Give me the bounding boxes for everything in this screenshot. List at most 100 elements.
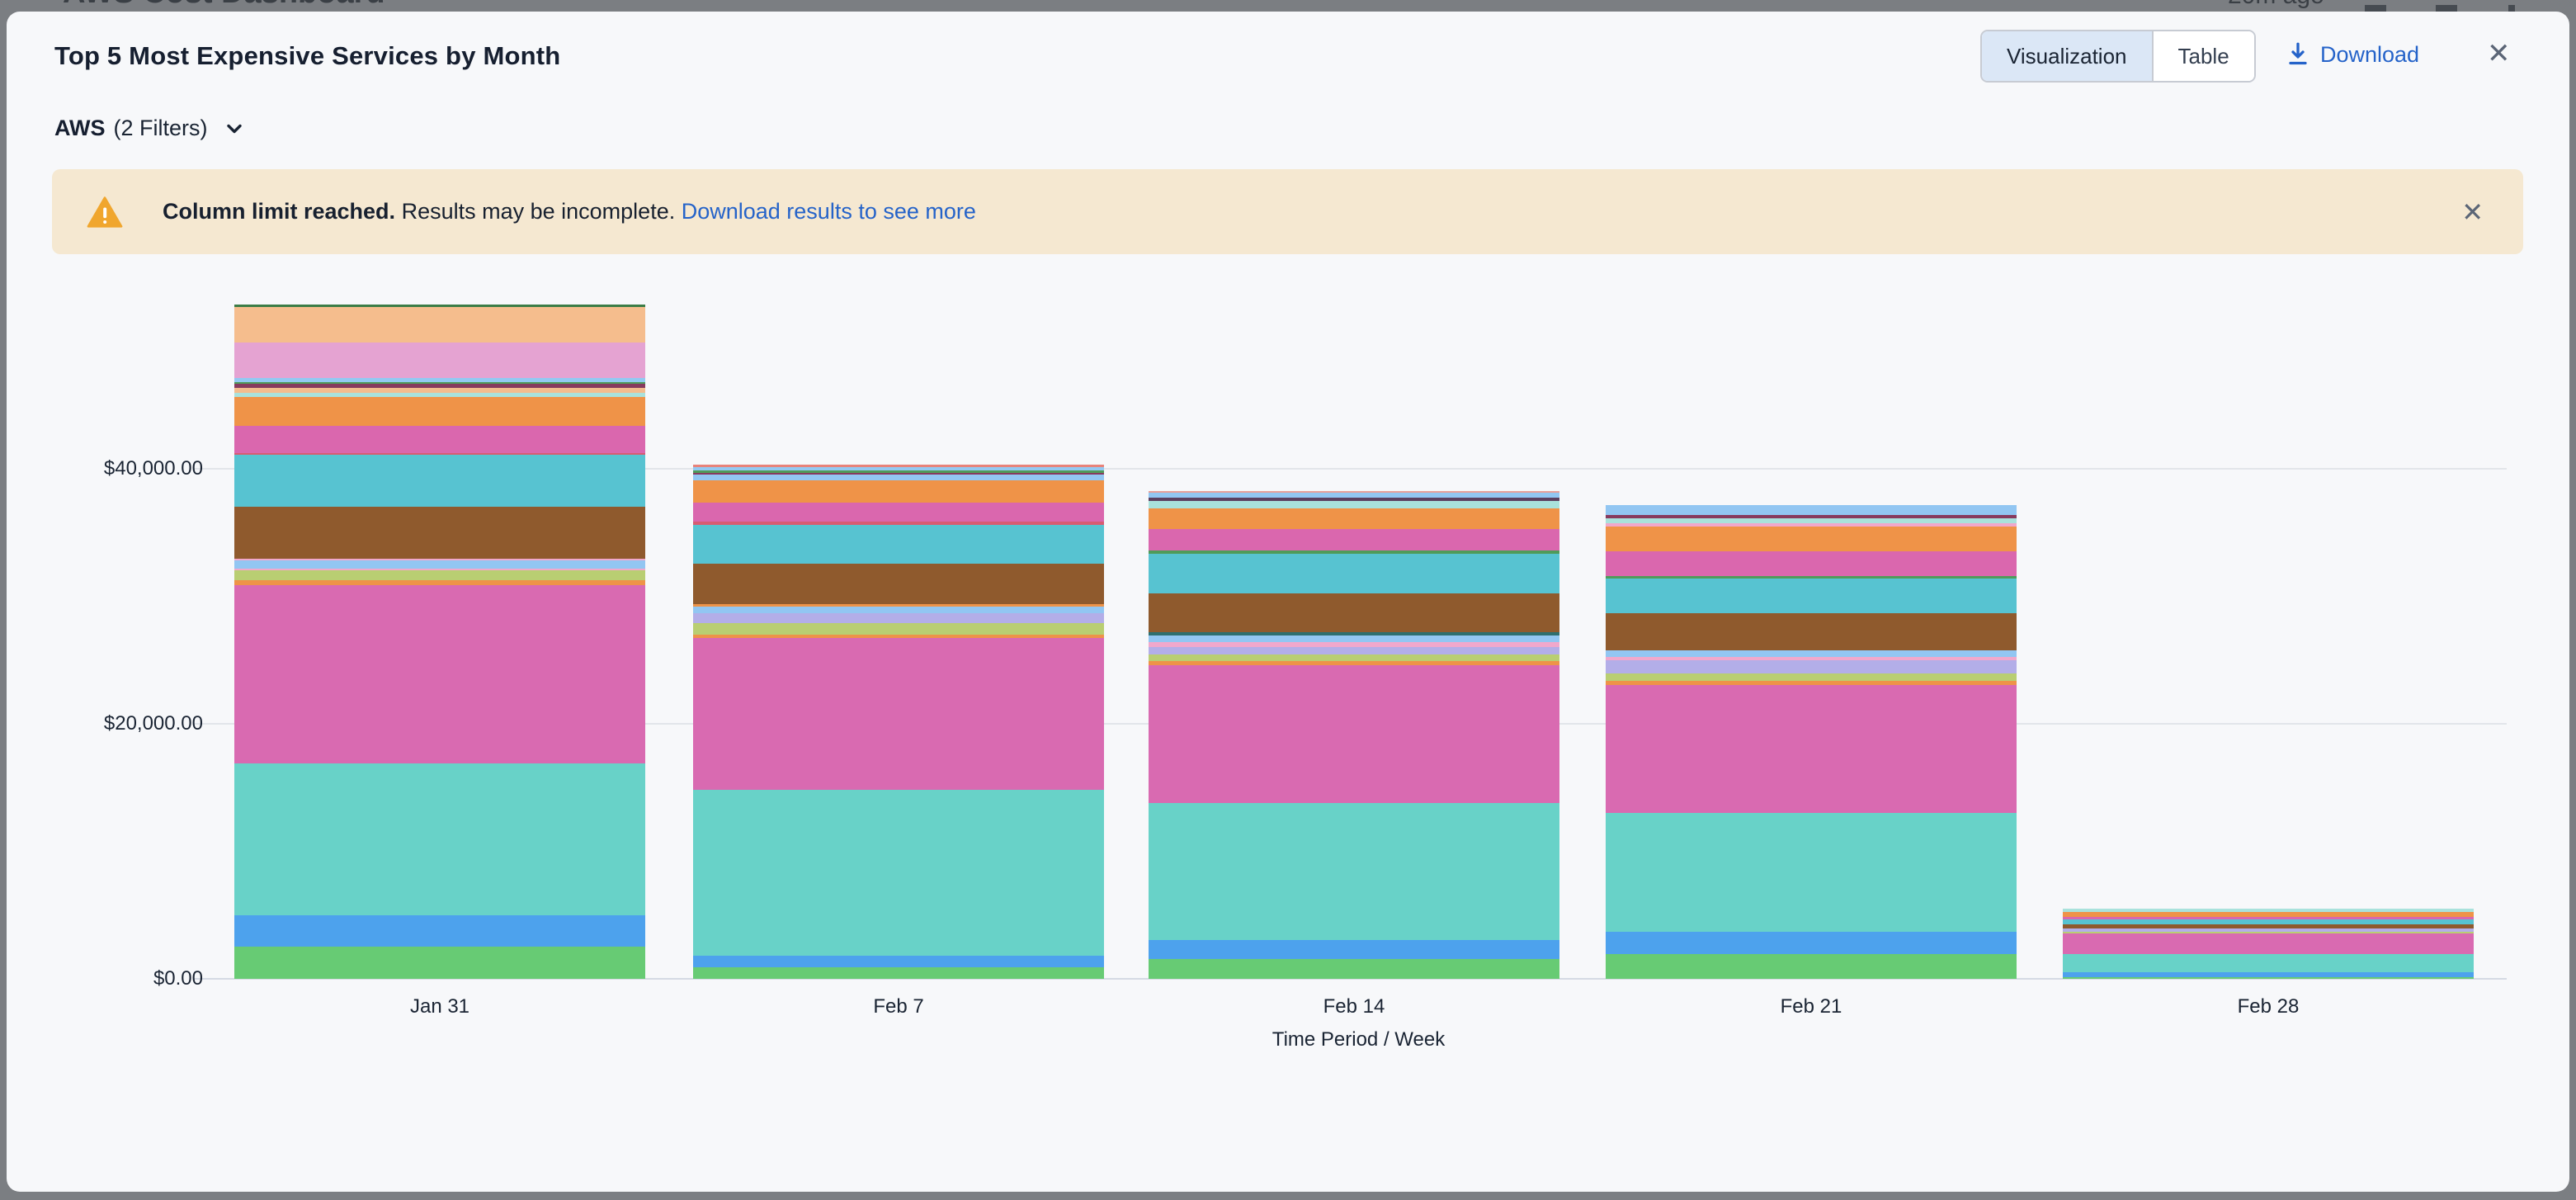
bar-segment[interactable] — [1149, 632, 1559, 636]
stacked-bar-feb-21[interactable] — [1606, 505, 2017, 979]
bar-segment[interactable] — [1149, 940, 1559, 960]
bar-segment[interactable] — [1149, 646, 1559, 654]
bar-segment[interactable] — [234, 378, 645, 383]
close-panel-button[interactable]: ✕ — [2487, 38, 2511, 69]
bar-segment[interactable] — [234, 425, 645, 454]
bar-segment[interactable] — [1606, 656, 2017, 660]
bar-segment[interactable] — [1149, 802, 1559, 941]
bar-segment[interactable] — [1149, 654, 1559, 661]
bar-segment[interactable] — [1149, 554, 1559, 593]
tab-visualization[interactable]: Visualization — [1982, 31, 2152, 81]
bar-segment[interactable] — [234, 382, 645, 385]
bar-segment[interactable] — [234, 580, 645, 586]
bar-segment[interactable] — [693, 612, 1104, 624]
bar-segment[interactable] — [234, 506, 645, 559]
bar-segment[interactable] — [1606, 514, 2017, 518]
bar-segment[interactable] — [2063, 932, 2474, 934]
bar-segment[interactable] — [1606, 612, 2017, 650]
bar-segment[interactable] — [693, 470, 1104, 473]
bar-segment[interactable] — [234, 343, 645, 379]
bar-segment[interactable] — [1149, 491, 1559, 494]
bar-segment[interactable] — [234, 384, 645, 388]
download-button[interactable]: Download — [2286, 41, 2419, 68]
stacked-bar-feb-28[interactable] — [2063, 908, 2474, 979]
bar-segment[interactable] — [693, 638, 1104, 791]
tab-table[interactable]: Table — [2151, 31, 2254, 81]
dismiss-banner-icon[interactable]: ✕ — [2461, 196, 2484, 227]
bar-segment[interactable] — [1606, 659, 2017, 673]
filter-dropdown[interactable]: AWS (2 Filters) — [54, 116, 246, 141]
bar-segment[interactable] — [1606, 954, 2017, 979]
bar-segment[interactable] — [693, 474, 1104, 480]
bar-segment[interactable] — [1606, 812, 2017, 932]
bar-segment[interactable] — [1149, 528, 1559, 551]
bar-segment[interactable] — [234, 570, 645, 581]
bar-segment[interactable] — [234, 306, 645, 343]
bar-segment[interactable] — [693, 472, 1104, 475]
bar-segment[interactable] — [234, 393, 645, 397]
bar-segment[interactable] — [234, 396, 645, 426]
bar-segment[interactable] — [2063, 928, 2474, 933]
bar-segment[interactable] — [693, 966, 1104, 979]
bar-segment[interactable] — [234, 569, 645, 571]
bar-segment[interactable] — [1606, 526, 2017, 552]
bar-segment[interactable] — [1606, 673, 2017, 682]
bar-segment[interactable] — [693, 480, 1104, 503]
bar-segment[interactable] — [1149, 660, 1559, 665]
bar-segment[interactable] — [234, 560, 645, 569]
bar-segment[interactable] — [2063, 911, 2474, 917]
bar-segment[interactable] — [693, 956, 1104, 967]
bar-segment[interactable] — [2063, 916, 2474, 919]
bar-segment[interactable] — [1606, 578, 2017, 613]
bar-segment[interactable] — [1149, 493, 1559, 498]
bar-segment[interactable] — [1149, 497, 1559, 501]
bar-segment[interactable] — [693, 466, 1104, 470]
bar-segment[interactable] — [1606, 650, 2017, 657]
bar-segment[interactable] — [234, 455, 645, 507]
bar-segment[interactable] — [1606, 551, 2017, 577]
bar-segment[interactable] — [1149, 550, 1559, 555]
bar-segment[interactable] — [2063, 924, 2474, 928]
bar-segment[interactable] — [234, 585, 645, 763]
bar-segment[interactable] — [693, 564, 1104, 604]
bar-segment[interactable] — [2063, 933, 2474, 955]
bar-segment[interactable] — [2063, 954, 2474, 972]
bar-segment[interactable] — [693, 606, 1104, 613]
stacked-bar-feb-14[interactable] — [1149, 491, 1559, 979]
bar-segment[interactable] — [693, 790, 1104, 957]
bar-segment[interactable] — [1149, 508, 1559, 529]
bar-segment[interactable] — [2063, 908, 2474, 912]
bar-segment[interactable] — [234, 914, 645, 947]
bar-segment[interactable] — [1606, 522, 2017, 527]
bar-segment[interactable] — [1606, 517, 2017, 523]
bar-segment[interactable] — [693, 635, 1104, 639]
bar-segment[interactable] — [693, 464, 1104, 467]
stacked-bar-jan-31[interactable] — [234, 304, 645, 979]
bar-segment[interactable] — [1606, 505, 2017, 515]
bar-segment[interactable] — [1149, 664, 1559, 803]
bar-segment[interactable] — [234, 763, 645, 915]
bar-segment[interactable] — [693, 524, 1104, 565]
bar-segment[interactable] — [1149, 635, 1559, 643]
bar-segment[interactable] — [693, 623, 1104, 635]
bar-segment[interactable] — [2063, 976, 2474, 979]
bar-segment[interactable] — [2063, 971, 2474, 977]
stacked-bar-feb-7[interactable] — [693, 464, 1104, 979]
bar-segment[interactable] — [1606, 681, 2017, 686]
bar-segment[interactable] — [234, 388, 645, 394]
bar-segment[interactable] — [2063, 919, 2474, 924]
bar-segment[interactable] — [1149, 642, 1559, 647]
bar-segment[interactable] — [1606, 685, 2017, 813]
bar-segment[interactable] — [1149, 500, 1559, 508]
download-results-link[interactable]: Download results to see more — [681, 199, 976, 224]
bar-segment[interactable] — [234, 947, 645, 979]
bar-segment[interactable] — [693, 603, 1104, 607]
bar-segment[interactable] — [693, 521, 1104, 525]
bar-segment[interactable] — [693, 503, 1104, 522]
bar-segment[interactable] — [234, 453, 645, 456]
bar-segment[interactable] — [1606, 576, 2017, 579]
bar-segment[interactable] — [1606, 931, 2017, 955]
bar-segment[interactable] — [1149, 593, 1559, 633]
bar-segment[interactable] — [1149, 959, 1559, 979]
bar-segment[interactable] — [234, 558, 645, 561]
